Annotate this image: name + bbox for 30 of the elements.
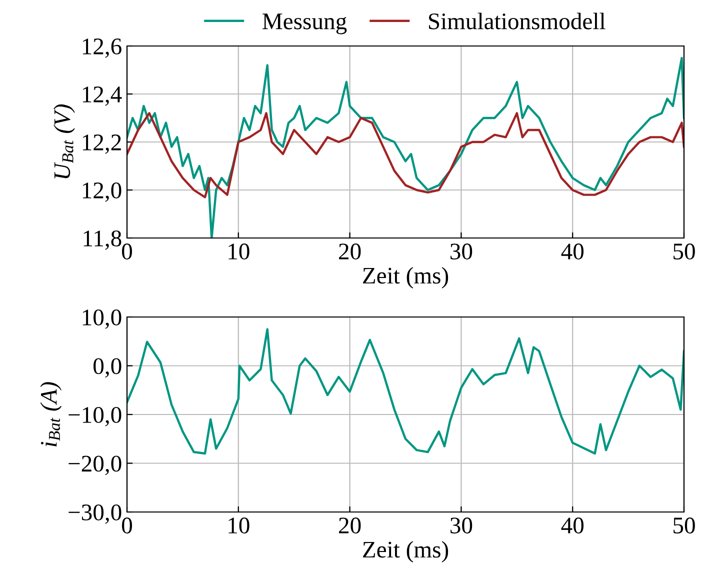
x-tick-label: 30 (450, 244, 472, 260)
legend-label: Messung (262, 14, 347, 34)
y-tick-label: 12,4 (82, 86, 122, 106)
x-tick-label: 50 (674, 244, 695, 260)
y-axis-title: i$_{Bat}$ (A) (40, 382, 62, 446)
x-tick-label: 20 (339, 244, 361, 260)
y-tick-label: 12,6 (82, 38, 122, 58)
y-tick-label: 0,0 (94, 358, 122, 378)
y-tick-label: 12,2 (82, 134, 121, 154)
y-tick-label: −20,0 (68, 456, 122, 476)
line-series (127, 328, 684, 455)
x-tick-label: 0 (122, 518, 132, 534)
x-tick-label: 40 (561, 244, 584, 260)
y-axis-title: U$_{Bat}$ (V) (54, 104, 75, 178)
x-axis-title: Zeit (ms) (363, 267, 448, 288)
x-tick-label: 20 (339, 518, 361, 534)
x-tick-label: 40 (561, 518, 584, 534)
x-tick-label: 30 (450, 518, 472, 534)
x-tick-label: 10 (228, 518, 250, 534)
y-tick-label: 10,0 (82, 309, 122, 329)
x-tick-label: 10 (228, 244, 250, 260)
x-tick-label: 0 (122, 244, 132, 260)
legend-label: Simulationsmodell (428, 12, 606, 30)
y-tick-label: −30,0 (68, 504, 122, 524)
x-axis-title: Zeit (ms) (363, 541, 448, 562)
y-tick-label: 11,8 (84, 230, 122, 250)
line-series (127, 112, 684, 198)
y-tick-label: −10,0 (68, 406, 122, 426)
y-tick-label: 12,0 (82, 182, 122, 202)
x-tick-label: 50 (674, 518, 695, 534)
